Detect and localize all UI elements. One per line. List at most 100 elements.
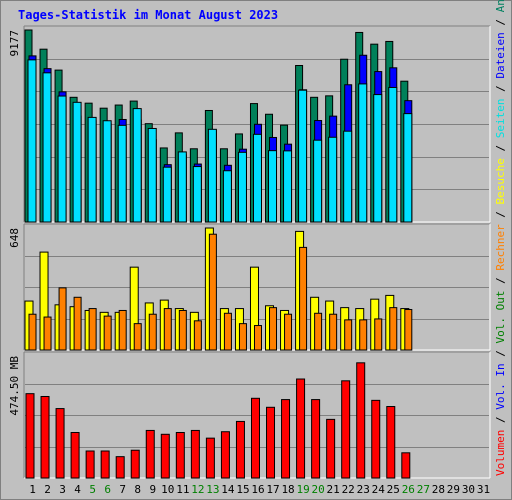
bar-rechner: [73, 296, 82, 351]
x-tick-label: 28: [432, 483, 445, 496]
bar-seiten: [373, 94, 383, 223]
bar-seiten: [358, 83, 368, 223]
x-tick-label: 9: [149, 483, 156, 496]
legend-entry: /: [494, 410, 507, 430]
bar-rechner: [148, 313, 157, 351]
bar-volumen: [296, 378, 306, 479]
x-tick-label: 4: [74, 483, 81, 496]
bar-volumen: [115, 456, 125, 479]
legend-entry: Volumen: [494, 430, 507, 476]
bar-volumen: [40, 395, 50, 479]
x-tick-label: 26: [402, 483, 415, 496]
x-tick-label: 2: [44, 483, 51, 496]
bar-seiten: [328, 136, 338, 223]
legend-entry: Rechner: [494, 224, 507, 271]
bar-seiten: [283, 150, 293, 223]
bar-rechner: [223, 312, 232, 351]
legend-entry: Seiten: [494, 98, 507, 138]
legend-entry: Besuche: [494, 158, 507, 204]
legend-entry: Vol. In: [494, 363, 507, 409]
legend-entry: Vol. Out: [494, 291, 507, 344]
bar-seiten: [27, 59, 37, 223]
bar-volumen: [281, 399, 291, 479]
bar-seiten: [343, 130, 353, 223]
bar-seiten: [72, 101, 82, 223]
bar-seiten: [222, 170, 232, 223]
x-tick-label: 15: [236, 483, 249, 496]
bar-seiten: [403, 113, 413, 223]
bar-volumen: [190, 429, 200, 479]
x-tick-label: 16: [251, 483, 264, 496]
bar-volumen: [25, 393, 35, 479]
x-tick-label: 27: [417, 483, 430, 496]
bar-rechner: [103, 315, 112, 351]
bar-rechner: [43, 316, 52, 351]
bar-volumen: [145, 429, 155, 479]
bar-volumen: [55, 408, 65, 479]
bar-seiten: [42, 72, 52, 223]
bar-rechner: [359, 319, 368, 351]
x-tick-label: 8: [134, 483, 141, 496]
bar-volumen: [235, 420, 245, 479]
bar-seiten: [313, 139, 323, 223]
legend-entry: /: [494, 204, 507, 224]
bar-rechner: [344, 319, 353, 351]
x-tick-label: 25: [387, 483, 400, 496]
bar-rechner: [404, 309, 413, 351]
bar-seiten: [117, 124, 127, 223]
bar-volumen: [70, 431, 80, 479]
x-tick-label: 11: [176, 483, 189, 496]
y-max-label-hits: 9177: [8, 30, 21, 57]
bar-rechner: [208, 233, 217, 351]
x-tick-label: 22: [342, 483, 355, 496]
bar-volumen: [220, 431, 230, 479]
x-tick-label: 19: [296, 483, 309, 496]
legend-entry: /: [494, 271, 507, 291]
bar-seiten: [192, 166, 202, 223]
bar-seiten: [237, 151, 247, 223]
bar-volumen: [205, 437, 215, 479]
legend-entry: Dateien: [494, 32, 507, 78]
x-tick-label: 17: [266, 483, 279, 496]
bar-rechner: [133, 323, 142, 351]
right-legend: Volumen / Vol. In / Vol. Out / Rechner /…: [494, 0, 507, 476]
legend-entry: /: [494, 344, 507, 364]
bar-volumen: [175, 431, 185, 479]
y-max-label-volume: 474.50 MB: [8, 356, 21, 416]
x-tick-label: 1: [29, 483, 36, 496]
bar-seiten: [207, 128, 217, 223]
x-tick-label: 5: [89, 483, 96, 496]
bar-rechner: [193, 320, 202, 351]
x-tick-label: 7: [119, 483, 126, 496]
x-tick-label: 13: [206, 483, 219, 496]
x-tick-label: 6: [104, 483, 111, 496]
x-tick-label: 24: [372, 483, 386, 496]
bar-rechner: [314, 312, 323, 351]
bar-rechner: [299, 246, 308, 351]
bar-volumen: [341, 380, 351, 479]
x-tick-label: 31: [477, 483, 490, 496]
bar-rechner: [163, 308, 172, 351]
bar-volumen: [356, 362, 366, 479]
x-tick-label: 10: [161, 483, 174, 496]
bar-rechner: [58, 287, 67, 351]
bar-seiten: [177, 151, 187, 223]
legend-entry: /: [494, 79, 507, 99]
legend-entry: /: [494, 138, 507, 158]
bar-volumen: [250, 397, 260, 479]
x-tick-label: 30: [462, 483, 475, 496]
bar-volumen: [371, 399, 381, 479]
bar-seiten: [252, 133, 262, 223]
bar-volumen: [100, 450, 110, 479]
bar-seiten: [298, 89, 308, 223]
bar-seiten: [87, 116, 97, 223]
bar-seiten: [57, 95, 67, 223]
bar-rechner: [253, 325, 262, 351]
bar-volumen: [160, 433, 170, 479]
bar-volumen: [130, 449, 140, 479]
bar-rechner: [269, 307, 278, 351]
bar-seiten: [162, 166, 172, 223]
chart-title: Tages-Statistik im Monat August 2023: [18, 8, 279, 22]
x-tick-label: 20: [312, 483, 325, 496]
